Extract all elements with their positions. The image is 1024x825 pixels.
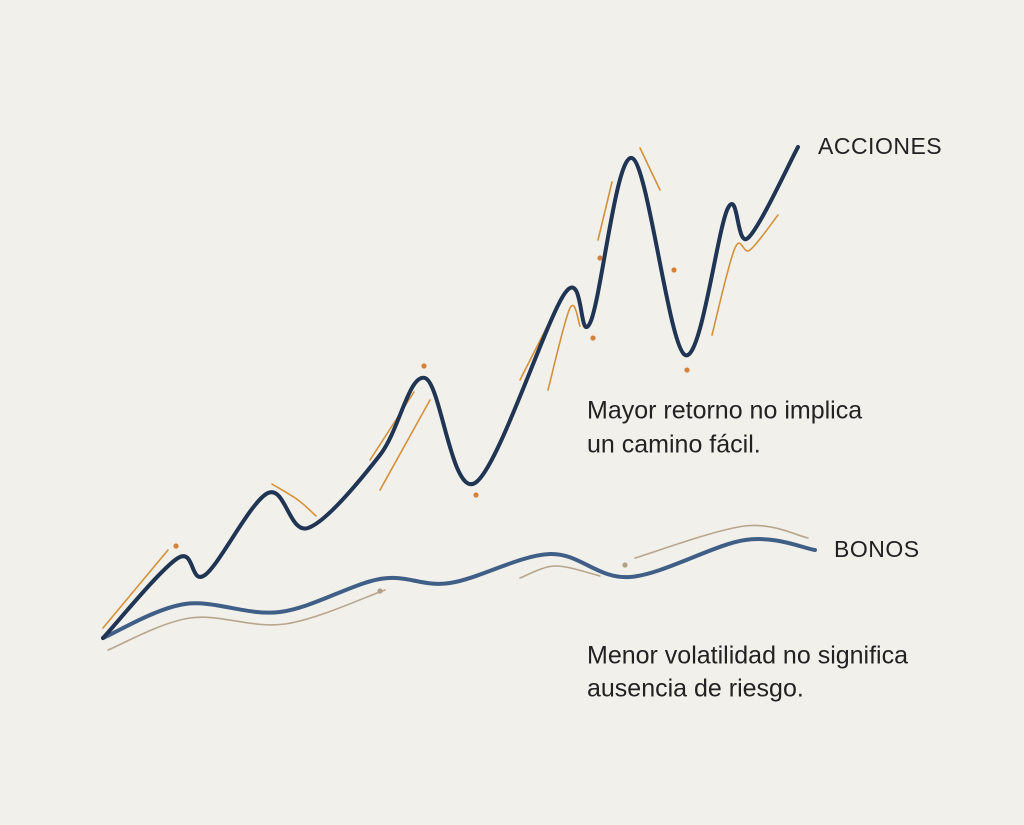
stocks-note: un camino fácil. [587,431,761,459]
stocks-label: ACCIONES [818,133,942,159]
stocks-accent [597,181,613,241]
stocks-dot [173,543,179,549]
bonds-accent [634,524,809,559]
curves [101,145,817,651]
stocks-dot [473,492,479,498]
bonds-label: BONOS [834,536,920,562]
stocks-dot [421,363,427,369]
stocks-line [101,145,800,640]
stocks-accent [547,304,581,391]
bonds-accent [107,589,386,651]
stocks-accent [379,399,431,491]
bonds-note: ausencia de riesgo. [587,675,804,703]
stocks-dot [590,335,596,341]
stocks-accent [102,549,169,629]
bonds-line [101,537,817,640]
stocks-accent [369,391,415,461]
stocks-accent [639,147,661,191]
bonds-accent [519,565,601,579]
bonds-dot [622,562,628,568]
stocks-dot [671,267,677,273]
stocks-dot [597,255,603,261]
bonds-note: Menor volatilidad no significa [587,642,908,670]
stocks-dot [684,367,690,373]
stocks-accent [271,483,317,517]
stocks-note: Mayor retorno no implica [587,397,862,425]
stocks-accent [711,214,779,336]
bonds-dot [377,588,383,594]
